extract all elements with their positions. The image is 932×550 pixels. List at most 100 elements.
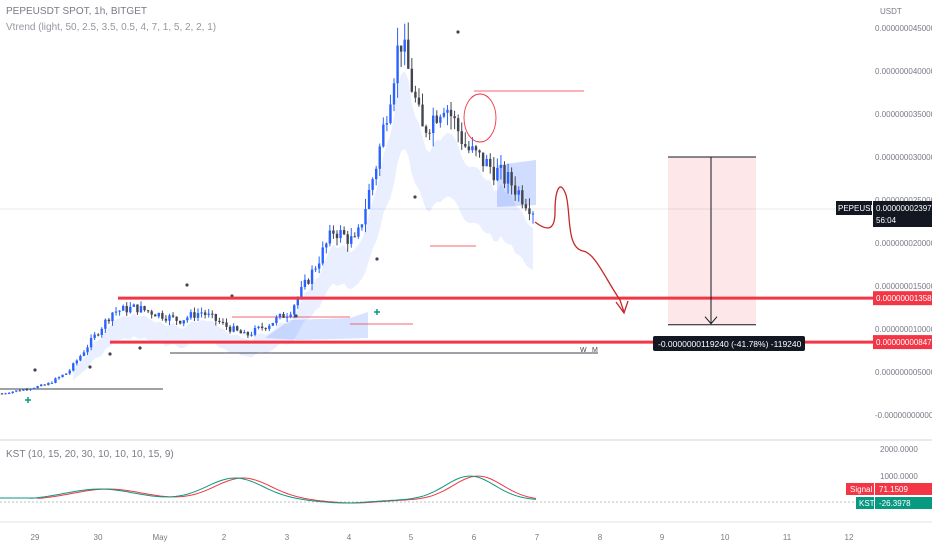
candle[interactable] [399, 45, 403, 52]
candle[interactable] [339, 230, 342, 239]
candle[interactable] [157, 312, 161, 317]
candle[interactable] [178, 320, 182, 324]
candle[interactable] [164, 318, 168, 321]
candle[interactable] [521, 190, 524, 205]
candle[interactable] [246, 332, 250, 336]
candle[interactable] [40, 384, 43, 387]
candle[interactable] [489, 158, 492, 167]
candle[interactable] [293, 305, 296, 315]
indicator-legend[interactable]: Vtrend (light, 50, 2.5, 3.5, 0.5, 4, 7, … [6, 22, 217, 33]
kst-line[interactable] [0, 475, 537, 504]
candle[interactable] [371, 179, 374, 190]
candle[interactable] [168, 315, 171, 321]
candle[interactable] [325, 243, 328, 248]
candle[interactable] [125, 305, 128, 313]
candle[interactable] [317, 263, 321, 269]
candle[interactable] [79, 355, 82, 361]
candle[interactable] [211, 313, 214, 315]
candle[interactable] [424, 126, 428, 133]
candle[interactable] [467, 146, 471, 151]
candle[interactable] [150, 311, 153, 315]
candle[interactable] [335, 233, 339, 239]
candle[interactable] [389, 104, 392, 124]
candle[interactable] [342, 230, 346, 235]
candle[interactable] [346, 234, 349, 244]
candle[interactable] [107, 319, 111, 322]
candle[interactable] [54, 378, 57, 383]
candle[interactable] [25, 389, 29, 391]
candle[interactable] [193, 312, 196, 318]
candle[interactable] [257, 326, 260, 328]
kst-indicator[interactable]: 2000.0000 1000.0000 Signal 71.1509 KST -26.39… [0, 445, 932, 509]
candle[interactable] [22, 389, 25, 391]
candle[interactable] [332, 230, 335, 234]
candle[interactable] [403, 39, 406, 52]
candle[interactable] [407, 39, 410, 69]
candle[interactable] [260, 326, 264, 329]
candle[interactable] [471, 146, 474, 151]
candle[interactable] [136, 304, 139, 313]
candle[interactable] [75, 360, 79, 364]
candle[interactable] [531, 213, 535, 215]
candle[interactable] [382, 124, 385, 147]
candle[interactable] [139, 306, 143, 313]
candle[interactable] [171, 315, 175, 317]
candle[interactable] [524, 204, 528, 209]
candle[interactable] [7, 392, 11, 394]
candle[interactable] [200, 312, 203, 314]
candle[interactable] [68, 370, 71, 374]
candle[interactable] [432, 115, 435, 134]
candle[interactable] [132, 304, 136, 307]
candle[interactable] [186, 317, 189, 321]
candle[interactable] [0, 393, 4, 395]
candle[interactable] [300, 286, 303, 298]
candle[interactable] [328, 230, 332, 244]
candle[interactable] [89, 337, 93, 348]
candle[interactable] [18, 390, 22, 392]
candle[interactable] [392, 83, 396, 105]
candle[interactable] [182, 320, 185, 324]
candle[interactable] [428, 132, 431, 134]
candle[interactable] [446, 109, 449, 113]
candle[interactable] [72, 363, 75, 371]
candle[interactable] [289, 314, 292, 317]
candle[interactable] [481, 152, 485, 167]
candle[interactable] [456, 118, 460, 132]
candle[interactable] [15, 390, 18, 392]
candle[interactable] [36, 386, 39, 389]
candle[interactable] [417, 97, 421, 105]
candle[interactable] [296, 297, 299, 306]
candle[interactable] [271, 323, 275, 326]
candle[interactable] [264, 328, 267, 330]
candle[interactable] [146, 310, 150, 312]
projection-path[interactable] [534, 186, 625, 313]
candle[interactable] [278, 313, 282, 318]
candle[interactable] [221, 321, 225, 323]
highlight-circle[interactable] [463, 93, 497, 143]
candle[interactable] [86, 347, 89, 353]
candle[interactable] [503, 165, 506, 184]
candle[interactable] [410, 68, 414, 92]
candle[interactable] [143, 306, 146, 311]
candle[interactable] [175, 316, 178, 321]
candle[interactable] [506, 172, 510, 184]
position-risk-area[interactable] [668, 157, 756, 325]
candle[interactable] [203, 312, 207, 315]
candle[interactable] [414, 91, 417, 98]
candle[interactable] [353, 236, 357, 238]
candle[interactable] [97, 334, 100, 336]
candle[interactable] [357, 227, 360, 237]
candle[interactable] [114, 311, 118, 313]
candle[interactable] [460, 131, 463, 145]
candle[interactable] [43, 384, 46, 386]
short-position-tool[interactable]: -0.0000000119240 (-41.78%) -119240 W M [580, 156, 805, 354]
candle[interactable] [236, 326, 239, 331]
candle[interactable] [285, 316, 289, 318]
candle[interactable] [189, 312, 193, 318]
candle[interactable] [243, 332, 246, 334]
candle[interactable] [496, 167, 499, 181]
candle[interactable] [225, 322, 228, 327]
candle[interactable] [282, 313, 285, 318]
candle[interactable] [118, 310, 121, 312]
